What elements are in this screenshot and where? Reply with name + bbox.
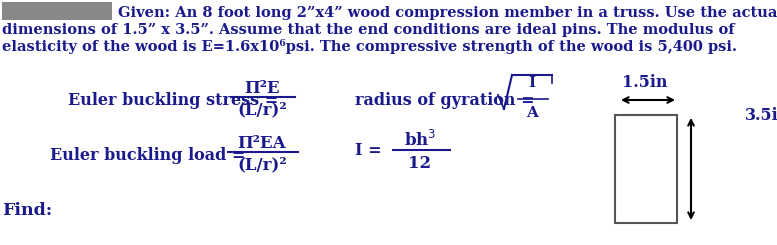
Text: 3.5in: 3.5in	[745, 107, 777, 123]
Text: I =: I =	[355, 142, 382, 159]
Text: Given: An 8 foot long 2”x4” wood compression member in a truss. Use the actual: Given: An 8 foot long 2”x4” wood compres…	[118, 6, 777, 20]
Text: Euler buckling load =: Euler buckling load =	[50, 147, 246, 163]
Bar	[2, 2, 112, 20]
Text: elasticity of the wood is E=1.6x10⁶psi. The compressive strength of the wood is : elasticity of the wood is E=1.6x10⁶psi. …	[2, 39, 737, 54]
Text: Π²EA: Π²EA	[238, 135, 286, 151]
Text: dimensions of 1.5” x 3.5”. Assume that the end conditions are ideal pins. The mo: dimensions of 1.5” x 3.5”. Assume that t…	[2, 23, 734, 37]
Text: Find:: Find:	[2, 201, 52, 219]
Text: (L/r)²: (L/r)²	[237, 101, 287, 119]
Text: radius of gyration =: radius of gyration =	[355, 91, 535, 109]
Text: I: I	[528, 76, 535, 90]
Text: Euler buckling stress =: Euler buckling stress =	[68, 91, 278, 109]
Text: Π²E: Π²E	[244, 79, 280, 97]
Text: (L/r)²: (L/r)²	[237, 157, 287, 173]
Text: A: A	[526, 106, 538, 120]
Text: 12: 12	[409, 155, 431, 172]
Text: 1.5in: 1.5in	[622, 74, 667, 90]
Bar	[615, 115, 677, 223]
Text: bh$^3$: bh$^3$	[404, 130, 436, 150]
